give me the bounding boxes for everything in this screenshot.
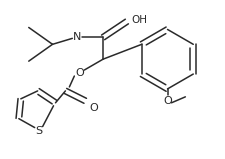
Text: O: O [163,96,172,106]
Text: O: O [75,68,84,78]
Text: N: N [73,32,81,42]
Text: O: O [89,103,98,113]
Text: S: S [35,126,42,136]
Text: OH: OH [132,14,148,24]
